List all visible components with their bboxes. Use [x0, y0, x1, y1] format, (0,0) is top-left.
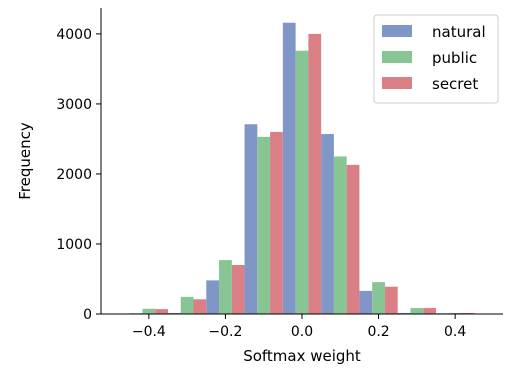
bar-natural-1 — [168, 312, 181, 314]
bar-natural-2 — [206, 280, 220, 314]
bar-natural-3 — [244, 124, 258, 315]
y-tick-label: 4000 — [56, 27, 92, 43]
y-axis-label: Frequency — [16, 122, 34, 200]
bar-public-6 — [372, 282, 385, 314]
bar-natural-7 — [397, 312, 411, 314]
x-axis-label: Softmax weight — [243, 347, 361, 365]
y-tick-label: 2000 — [56, 167, 92, 183]
x-tick-label: 0.0 — [291, 324, 313, 340]
bar-public-4 — [295, 50, 309, 314]
bar-public-5 — [333, 156, 347, 314]
bar-public-3 — [257, 136, 271, 314]
x-tick-label: 0.4 — [444, 324, 466, 340]
x-tick-label: −0.2 — [208, 324, 242, 340]
bar-public-8 — [448, 312, 462, 314]
bar-secret-6 — [384, 286, 398, 314]
y-tick-label: 1000 — [56, 237, 92, 253]
legend-label-secret: secret — [432, 75, 478, 93]
bar-secret-3 — [270, 131, 283, 314]
x-tick-label: −0.4 — [132, 324, 166, 340]
bar-natural-5 — [321, 134, 334, 314]
y-tick-label: 0 — [83, 307, 92, 323]
legend-swatch-secret — [382, 77, 412, 89]
axes-layer: −0.4 −0.2 0.0 0.2 0.4 0 1000 2000 3000 4000 — [56, 8, 503, 340]
bar-secret-5 — [346, 164, 360, 314]
bar-secret-7 — [423, 308, 436, 314]
bar-natural-4 — [282, 22, 296, 315]
y-tick-label: 3000 — [56, 97, 92, 113]
bars-layer — [129, 22, 475, 315]
legend-swatch-public — [382, 51, 412, 63]
bar-public-2 — [219, 260, 232, 314]
bar-secret-0 — [155, 309, 168, 314]
bar-secret-1 — [193, 299, 207, 314]
bar-natural-6 — [359, 290, 373, 314]
legend-label-natural: natural — [432, 23, 486, 41]
bar-public-7 — [410, 308, 424, 314]
x-tick-label: 0.2 — [367, 324, 389, 340]
bar-public-1 — [180, 296, 194, 314]
bar-public-0 — [142, 308, 156, 314]
legend: natural public secret — [373, 14, 499, 104]
legend-label-public: public — [432, 49, 477, 67]
legend-swatch-natural — [382, 25, 412, 37]
bar-secret-4 — [308, 33, 322, 314]
bar-secret-2 — [231, 264, 245, 314]
bar-secret-8 — [461, 312, 475, 314]
